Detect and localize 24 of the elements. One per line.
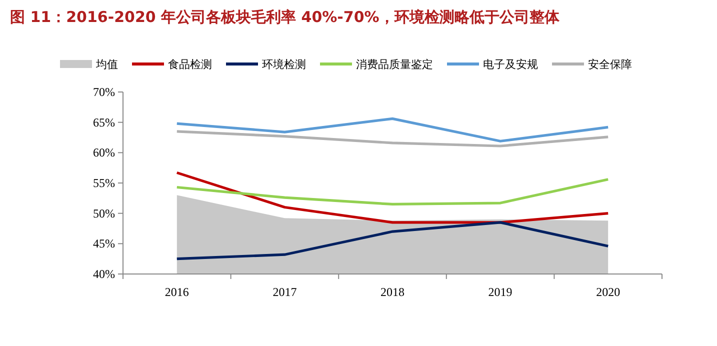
legend-label: 消费品质量鉴定 xyxy=(356,58,433,71)
line-series xyxy=(176,221,610,260)
x-tick-label: 2019 xyxy=(488,285,512,299)
x-tick-label: 2017 xyxy=(272,285,297,299)
line-series xyxy=(176,130,610,148)
line-series xyxy=(176,178,610,206)
y-tick-label: 45% xyxy=(93,236,115,251)
legend-label: 安全保障 xyxy=(588,58,632,71)
y-tick-label: 40% xyxy=(93,267,115,281)
line-series xyxy=(176,117,610,142)
y-tick-label: 70% xyxy=(93,85,115,99)
chart-title: 图 11：2016-2020 年公司各板块毛利率 40%-70%，环境检测略低于公司整体 xyxy=(10,8,560,26)
y-tick-label: 50% xyxy=(93,206,115,220)
legend-label: 环境检测 xyxy=(262,58,306,71)
y-tick-label: 55% xyxy=(93,176,115,190)
legend-label: 均值 xyxy=(95,59,118,71)
line-series xyxy=(176,171,610,224)
legend-label: 食品检测 xyxy=(168,59,212,71)
x-tick-label: 2018 xyxy=(380,285,404,299)
y-tick-label: 65% xyxy=(93,115,115,130)
legend-label: 电子及安规 xyxy=(483,58,538,71)
y-tick-label: 60% xyxy=(93,146,115,160)
x-tick-label: 2016 xyxy=(164,285,189,299)
x-tick-label: 2020 xyxy=(596,285,620,299)
